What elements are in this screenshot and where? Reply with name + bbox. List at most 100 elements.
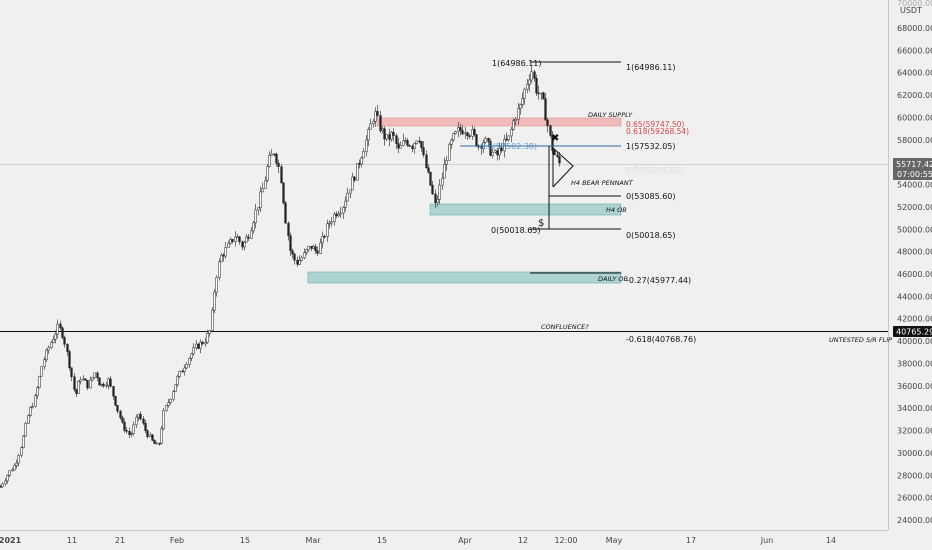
candle <box>257 207 260 216</box>
candle-body <box>169 398 172 403</box>
candle-body <box>360 157 363 165</box>
candle-body <box>351 176 354 191</box>
candle-body <box>521 98 524 105</box>
candle-body <box>287 222 290 236</box>
candle-body <box>114 395 117 406</box>
candle <box>116 405 119 414</box>
candle-body <box>243 241 246 248</box>
candle <box>130 431 133 438</box>
candle <box>521 92 524 108</box>
candle-body <box>321 235 324 244</box>
candle <box>282 182 285 205</box>
candle-body <box>197 343 200 349</box>
candle <box>185 361 188 370</box>
daily-supply-zone[interactable] <box>376 117 622 127</box>
time-tick-label: 11 <box>67 536 77 545</box>
candle-body <box>466 132 469 136</box>
candle-body <box>38 376 41 388</box>
candle <box>484 136 487 144</box>
candlestick-series[interactable] <box>0 65 561 489</box>
time-tick-label: 17 <box>686 536 696 545</box>
candle <box>346 187 349 202</box>
candle <box>79 376 82 385</box>
candle-body <box>385 134 388 140</box>
candle-body <box>183 367 186 372</box>
candle <box>128 427 131 439</box>
candle-body <box>397 143 400 149</box>
candle <box>443 157 446 179</box>
candle-body <box>553 150 556 156</box>
fib-label-05-white: 0.5(55308.82) <box>626 166 683 175</box>
bear-pennant-shape[interactable] <box>552 147 574 188</box>
candle-body <box>422 147 425 156</box>
candle <box>47 345 50 355</box>
time-tick-label: Feb <box>170 536 184 545</box>
candle <box>291 248 294 259</box>
candle <box>349 189 352 198</box>
candle <box>119 409 122 420</box>
candle-body <box>367 129 370 141</box>
candle-body <box>192 347 195 355</box>
candle <box>43 356 46 370</box>
candle <box>206 329 209 344</box>
candle-body <box>6 475 9 482</box>
bear-pennant-label: H4 BEAR PENNANT <box>571 179 634 187</box>
price-tick-label: 28000.00 <box>897 471 932 480</box>
candle <box>459 123 462 136</box>
candle <box>245 233 248 243</box>
time-axis[interactable]: 2021 11 21 Feb 15 Mar 15 Apr 12 12:00 May 17 Jun 14 <box>0 536 836 545</box>
candle <box>208 329 211 337</box>
candle-body <box>79 379 82 382</box>
price-tick-label: 24000.00 <box>897 516 932 525</box>
candle-body <box>533 71 536 79</box>
candle <box>328 220 331 229</box>
candle <box>252 220 255 234</box>
candle-body <box>530 71 533 81</box>
h4-ob-zone[interactable] <box>429 203 622 216</box>
candle <box>197 343 200 350</box>
fib-label-top-left: 1(64986.11) <box>492 59 542 68</box>
price-axis[interactable]: 24000.00 26000.00 28000.00 30000.00 32000.00… <box>897 24 932 525</box>
candle-body <box>289 235 292 251</box>
candle <box>165 404 168 412</box>
candle-body <box>250 230 253 239</box>
candle-body <box>484 137 487 143</box>
candle-body <box>213 291 216 311</box>
price-tick-label: 50000.00 <box>897 225 932 234</box>
candle <box>429 171 432 186</box>
candle <box>86 380 89 391</box>
candle-body <box>528 79 531 85</box>
candle-body <box>254 209 257 224</box>
candle <box>369 118 372 130</box>
price-tick-label: 48000.00 <box>897 248 932 257</box>
candle-body <box>330 221 333 224</box>
candle <box>408 144 411 148</box>
candle-body <box>4 480 7 485</box>
candle <box>176 374 179 388</box>
candle <box>468 133 471 140</box>
candle-body <box>142 418 145 424</box>
candle <box>123 418 126 433</box>
candle <box>436 195 439 207</box>
dollar-icon: $ <box>538 218 544 229</box>
daily-ob-zone[interactable] <box>307 271 622 284</box>
candle <box>500 142 503 153</box>
time-tick-label: 12 <box>518 536 528 545</box>
candle-body <box>503 138 506 152</box>
candle-body <box>454 131 457 134</box>
candle <box>544 93 547 121</box>
candle-body <box>415 140 418 144</box>
candle <box>454 130 457 135</box>
candle-body <box>270 153 273 156</box>
candle-body <box>381 128 384 132</box>
candle-body <box>323 235 326 238</box>
candle-body <box>47 347 50 351</box>
candle-body <box>275 154 278 164</box>
candle <box>342 205 345 220</box>
candle-body <box>132 424 135 434</box>
candle <box>514 117 517 126</box>
daily-supply-label: DAILY SUPPLY <box>588 111 633 119</box>
candle <box>362 148 365 159</box>
candle-body <box>135 416 138 426</box>
